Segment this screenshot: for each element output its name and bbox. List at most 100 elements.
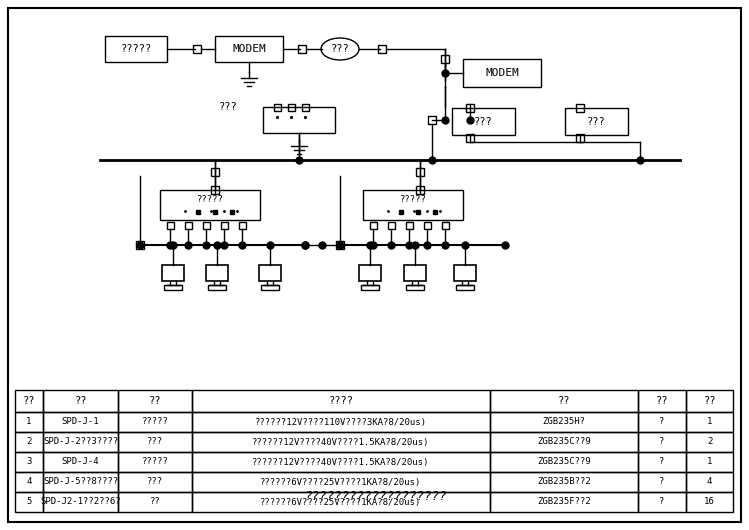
Bar	[15, 432, 43, 452]
Bar	[686, 432, 733, 452]
Bar	[43, 472, 118, 492]
Text: 1: 1	[707, 457, 712, 466]
Bar	[454, 265, 476, 281]
Bar	[166, 222, 174, 228]
Bar	[638, 412, 686, 432]
Bar	[466, 104, 474, 112]
Text: ???: ???	[473, 117, 492, 127]
Text: SPD-J-5??8????: SPD-J-5??8????	[43, 478, 118, 487]
Bar	[428, 116, 436, 124]
Text: ??: ??	[558, 396, 570, 406]
Bar	[406, 285, 424, 290]
Bar	[490, 432, 638, 452]
Text: 4: 4	[707, 478, 712, 487]
Bar	[118, 452, 192, 472]
Text: ??: ??	[703, 396, 716, 406]
Bar	[416, 186, 424, 194]
Text: SPD-J-2??3????: SPD-J-2??3????	[43, 437, 118, 446]
Bar	[192, 432, 490, 452]
Bar	[378, 45, 386, 53]
Text: MODEM: MODEM	[485, 68, 519, 78]
Text: 2: 2	[707, 437, 712, 446]
Text: ZGB235C??9: ZGB235C??9	[537, 437, 591, 446]
Text: ZGB235B??2: ZGB235B??2	[537, 478, 591, 487]
Bar	[136, 241, 144, 249]
Bar	[238, 222, 246, 228]
Bar	[202, 222, 210, 228]
Bar	[452, 108, 515, 135]
Bar	[164, 285, 182, 290]
Text: ???: ???	[147, 478, 163, 487]
Text: 16: 16	[704, 498, 715, 507]
Text: ?: ?	[659, 498, 664, 507]
Bar	[369, 222, 377, 228]
Bar	[638, 452, 686, 472]
Bar	[686, 452, 733, 472]
Bar	[118, 412, 192, 432]
Bar	[298, 45, 306, 53]
Bar	[43, 390, 118, 412]
Text: ?????: ?????	[142, 457, 169, 466]
Text: 1: 1	[707, 418, 712, 427]
Bar	[686, 492, 733, 512]
Bar	[261, 285, 279, 290]
Bar	[15, 390, 43, 412]
Text: 2: 2	[26, 437, 31, 446]
Bar	[490, 472, 638, 492]
Bar	[43, 412, 118, 432]
Text: ??????6V????25V????1KA?8/20us): ??????6V????25V????1KA?8/20us)	[261, 478, 422, 487]
Bar	[220, 222, 228, 228]
Bar	[404, 265, 426, 281]
Text: ??: ??	[74, 396, 87, 406]
Bar	[363, 190, 463, 220]
Text: ??: ??	[656, 396, 668, 406]
Bar	[441, 222, 449, 228]
Bar	[686, 472, 733, 492]
Text: 4: 4	[26, 478, 31, 487]
Bar	[192, 492, 490, 512]
Bar	[288, 103, 294, 110]
Text: ZGB235C??9: ZGB235C??9	[537, 457, 591, 466]
Bar	[638, 390, 686, 412]
Text: ?????: ?????	[121, 44, 151, 54]
Bar	[359, 265, 381, 281]
Text: ??: ??	[149, 396, 161, 406]
Bar	[105, 36, 167, 62]
Bar	[638, 472, 686, 492]
Bar	[118, 432, 192, 452]
Bar	[118, 492, 192, 512]
Bar	[490, 452, 638, 472]
Bar	[192, 472, 490, 492]
Bar	[15, 452, 43, 472]
Bar	[405, 222, 413, 228]
Text: ??????12V????110V????3KA?8/20us): ??????12V????110V????3KA?8/20us)	[255, 418, 427, 427]
Bar	[565, 108, 628, 135]
Bar	[162, 265, 184, 281]
Bar	[118, 472, 192, 492]
Bar	[118, 390, 192, 412]
Text: ZGB235F??2: ZGB235F??2	[537, 498, 591, 507]
Text: 1: 1	[26, 418, 31, 427]
Bar	[463, 59, 541, 87]
Bar	[456, 285, 474, 290]
Bar	[336, 241, 344, 249]
Text: ???: ???	[586, 117, 605, 127]
Text: ??: ??	[150, 498, 160, 507]
Bar	[192, 452, 490, 472]
Text: ?: ?	[659, 457, 664, 466]
Bar	[490, 390, 638, 412]
Text: ???: ???	[330, 44, 349, 54]
Bar	[441, 55, 449, 63]
Text: ??: ??	[22, 396, 35, 406]
Text: ???????????????????: ???????????????????	[304, 490, 446, 503]
Text: ??????12V????40V????1.5KA?8/20us): ??????12V????40V????1.5KA?8/20us)	[252, 437, 430, 446]
Bar	[208, 285, 226, 290]
Text: MODEM: MODEM	[232, 44, 266, 54]
Bar	[206, 265, 228, 281]
Bar	[215, 36, 283, 62]
Bar	[193, 45, 201, 53]
Text: ZGB235H?: ZGB235H?	[542, 418, 586, 427]
Text: ???: ???	[147, 437, 163, 446]
Text: ??????12V????40V????1.5KA?8/20us): ??????12V????40V????1.5KA?8/20us)	[252, 457, 430, 466]
Text: ????: ????	[329, 396, 354, 406]
